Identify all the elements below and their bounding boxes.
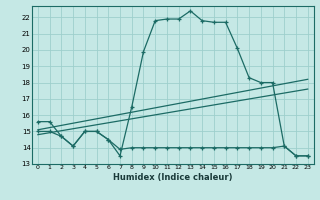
X-axis label: Humidex (Indice chaleur): Humidex (Indice chaleur) [113, 173, 233, 182]
